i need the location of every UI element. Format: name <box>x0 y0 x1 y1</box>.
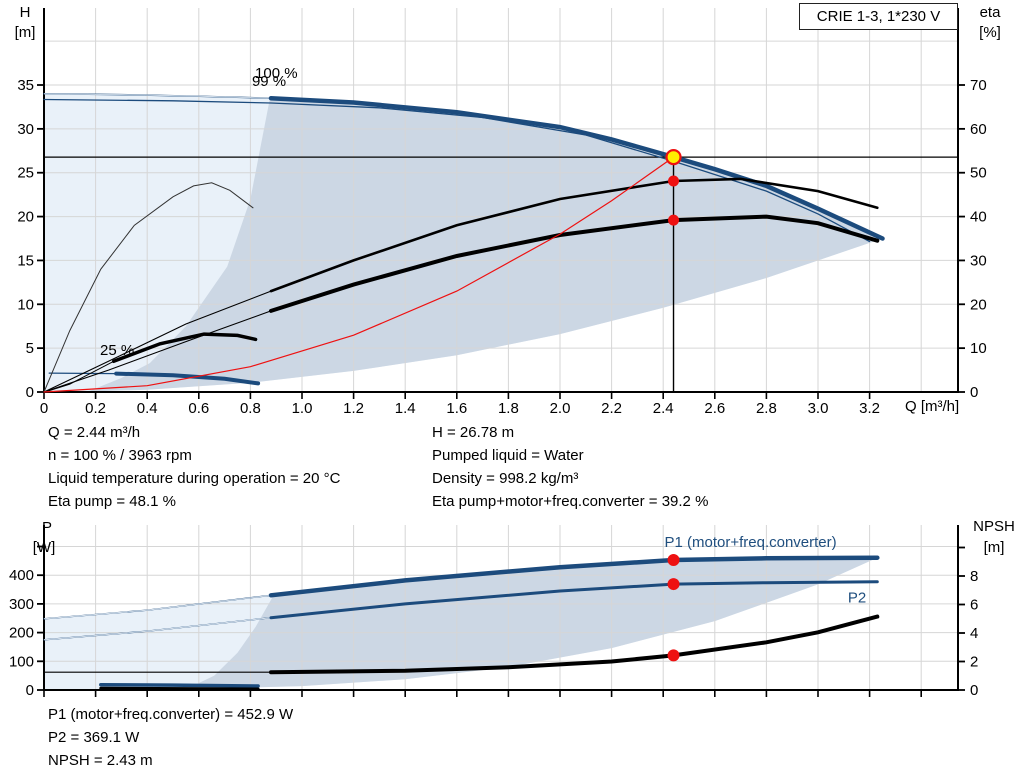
y-right-tick-label: 50 <box>970 165 987 182</box>
p-axis-title: P <box>41 519 52 536</box>
curve-P1-thin-core <box>43 594 272 620</box>
curve-label: 100 % <box>255 65 298 82</box>
curve-eta-total-25pct <box>111 332 258 364</box>
y-right-tick-label: 20 <box>970 296 987 313</box>
npsh-axis-title: NPSH <box>973 518 1015 535</box>
curve-NPSH <box>269 614 880 675</box>
info-npsh: NPSH = 2.43 m <box>48 752 153 769</box>
y-left-tick-label: 30 <box>17 121 34 138</box>
y-left-tick-label: 10 <box>17 296 34 313</box>
info-temp: Liquid temperature during operation = 20… <box>48 470 341 487</box>
curve-eta-total-25pct-thin <box>48 360 115 392</box>
info-p1: P1 (motor+freq.converter) = 452.9 W <box>48 706 294 723</box>
y-left-tick-label: 15 <box>17 252 34 269</box>
x-tick-label: 2.8 <box>756 400 777 417</box>
y-right-tick-label: 60 <box>970 121 987 138</box>
y-left-tick-label: 0 <box>26 384 34 401</box>
eta-pump-point <box>668 175 680 187</box>
curve-P1 <box>268 555 880 598</box>
x-tick-label: 0.4 <box>137 400 158 417</box>
info-density: Density = 998.2 kg/m³ <box>432 470 579 487</box>
y-right-tick-label: 6 <box>970 597 978 614</box>
y-left-tick-label: 0 <box>26 682 34 699</box>
curve-eta-total <box>269 214 880 313</box>
curve-label: 25 % <box>100 342 134 359</box>
x-tick-label: 3.0 <box>808 400 829 417</box>
y-left-tick-label: 35 <box>17 77 34 94</box>
y-left-tick-label: 100 <box>9 653 34 670</box>
operating-envelope-dark <box>87 99 883 392</box>
p1-point <box>667 554 680 567</box>
y-right-tick-label: 0 <box>970 682 978 699</box>
info-eta-total: Eta pump+motor+freq.converter = 39.2 % <box>432 493 709 510</box>
curve-eta-pump <box>269 177 879 293</box>
info-h: H = 26.78 m <box>432 424 515 441</box>
info-q: Q = 2.44 m³/h <box>48 424 141 441</box>
curve-H-100pct-thin-core <box>43 93 272 99</box>
p-axis-unit: [W] <box>32 539 56 556</box>
curve-affinity-parabola <box>43 156 675 393</box>
y-right-tick-label: 30 <box>970 252 987 269</box>
x-tick-label: 1.0 <box>292 400 313 417</box>
x-tick-label: 1.8 <box>498 400 519 417</box>
curve-eta-pump-25pct <box>43 182 254 393</box>
info-liquid: Pumped liquid = Water <box>432 447 584 464</box>
y-left-tick-label: 400 <box>9 567 34 584</box>
npsh-axis-unit: [m] <box>983 539 1005 556</box>
y-left-tick-label: 300 <box>9 596 34 613</box>
duty-point <box>665 149 682 166</box>
y-left-tick-label: 200 <box>9 625 34 642</box>
x-tick-label: 0 <box>40 400 48 417</box>
y-right-tick-label: 70 <box>970 77 987 94</box>
curve-P2 <box>269 580 879 620</box>
x-tick-label: 1.4 <box>395 400 416 417</box>
info-speed: n = 100 % / 3963 rpm <box>48 447 192 464</box>
x-tick-label: 3.2 <box>859 400 880 417</box>
pump-model-box: CRIE 1-3, 1*230 V <box>799 3 958 30</box>
y-right-tick-label: 40 <box>970 209 987 226</box>
info-p2: P2 = 369.1 W <box>48 729 140 746</box>
curve-label: 99 % <box>252 73 286 90</box>
power-npsh-chart: 0 100 200 300 400 0 2 4 6 8 P1 (motor+freq.convert… <box>9 525 978 699</box>
eta-axis-unit: [%] <box>979 24 1001 41</box>
curve-H-99pct <box>43 98 871 243</box>
y-left-tick-label: 5 <box>26 340 34 357</box>
y-right-tick-label: 4 <box>970 625 978 642</box>
info-eta-pump: Eta pump = 48.1 % <box>48 493 176 510</box>
q-axis-label: Q [m³/h] <box>905 398 960 415</box>
x-tick-label: 0.2 <box>85 400 106 417</box>
curve-P1-25pct <box>99 683 260 688</box>
h-axis-unit: [m] <box>14 24 36 41</box>
y-left-tick-label: 20 <box>17 209 34 226</box>
curve-label: P2 <box>848 589 866 606</box>
y-left-tick-label: 25 <box>17 165 34 182</box>
y-right-tick-label: 8 <box>970 568 978 585</box>
y-right-tick-label: 10 <box>970 340 987 357</box>
h-axis-title: H <box>19 4 31 21</box>
eta-total-point <box>668 214 680 226</box>
curve-P2-25pct <box>99 686 260 691</box>
x-tick-label: 1.2 <box>343 400 364 417</box>
npsh-point <box>667 649 680 662</box>
x-tick-label: 0.8 <box>240 400 261 417</box>
x-tick-label: 0.6 <box>188 400 209 417</box>
y-right-tick-label: 0 <box>970 384 978 401</box>
x-tick-label: 2.0 <box>550 400 571 417</box>
curve-H-25pct <box>114 371 261 386</box>
x-tick-label: 2.2 <box>601 400 622 417</box>
x-tick-label: 1.6 <box>446 400 467 417</box>
curve-eta-pump-thin <box>43 290 272 393</box>
y-right-tick-label: 2 <box>970 654 978 671</box>
curve-H-100pct <box>268 95 885 241</box>
x-tick-label: 2.4 <box>653 400 674 417</box>
curve-label: P1 (motor+freq.converter) <box>664 534 836 551</box>
eta-axis-title: eta <box>979 4 1001 21</box>
qh-chart: 0 0.2 0.4 0.6 0.8 1.0 1.2 1.4 1.6 1.8 2.0 2.2 2.4 2.6… <box>17 8 987 417</box>
curve-P2-thin-core <box>43 617 272 641</box>
p2-point <box>667 578 680 591</box>
x-tick-label: 2.6 <box>704 400 725 417</box>
power-envelope-dark <box>185 557 878 690</box>
